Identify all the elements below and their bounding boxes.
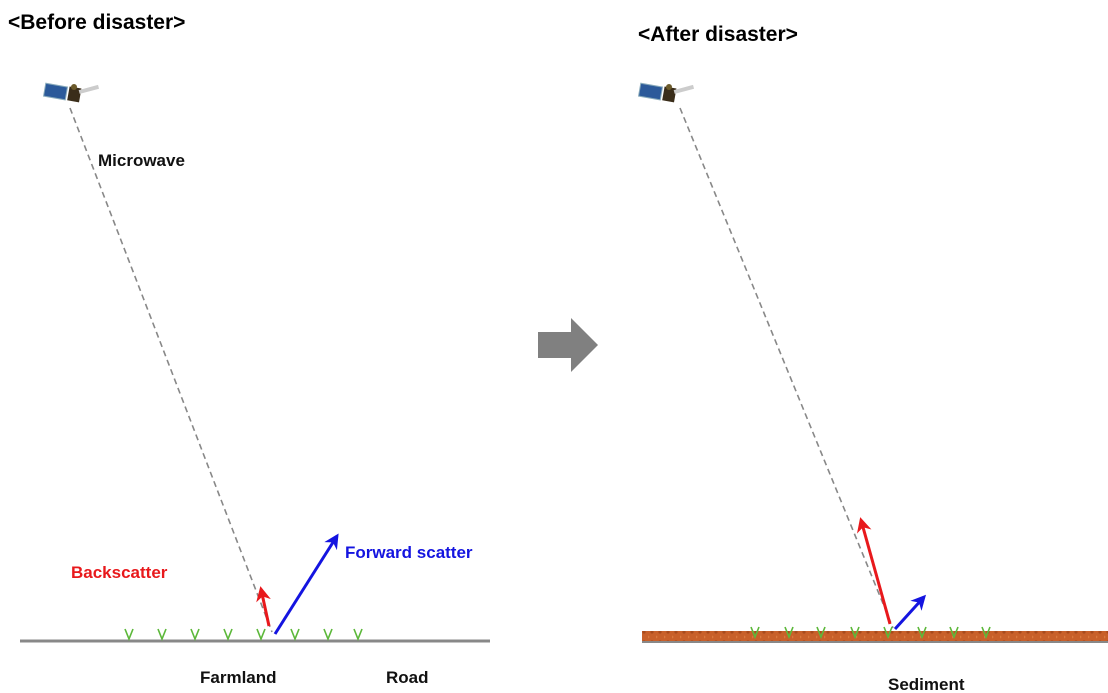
sediment-layer [642, 631, 1108, 641]
forward-scatter-arrow [275, 536, 337, 634]
diagram: <Before disaster> Microwave Backscatter … [0, 0, 1108, 693]
before-title: <Before disaster> [8, 11, 185, 34]
satellite-icon [639, 83, 694, 102]
microwave-path [680, 108, 893, 628]
satellite-icon [44, 83, 99, 102]
after-title: <After disaster> [638, 23, 798, 46]
forward-scatter-arrow [895, 597, 924, 629]
crops [125, 629, 362, 639]
road-label: Road [386, 668, 429, 687]
sediment-label: Sediment [888, 675, 965, 693]
forward-scatter-label: Forward scatter [345, 543, 473, 562]
transition-arrow [538, 318, 598, 372]
microwave-label: Microwave [98, 151, 185, 170]
backscatter-arrow [861, 520, 890, 624]
farmland-label: Farmland [200, 668, 277, 687]
microwave-path [70, 108, 272, 632]
backscatter-label: Backscatter [71, 563, 168, 582]
